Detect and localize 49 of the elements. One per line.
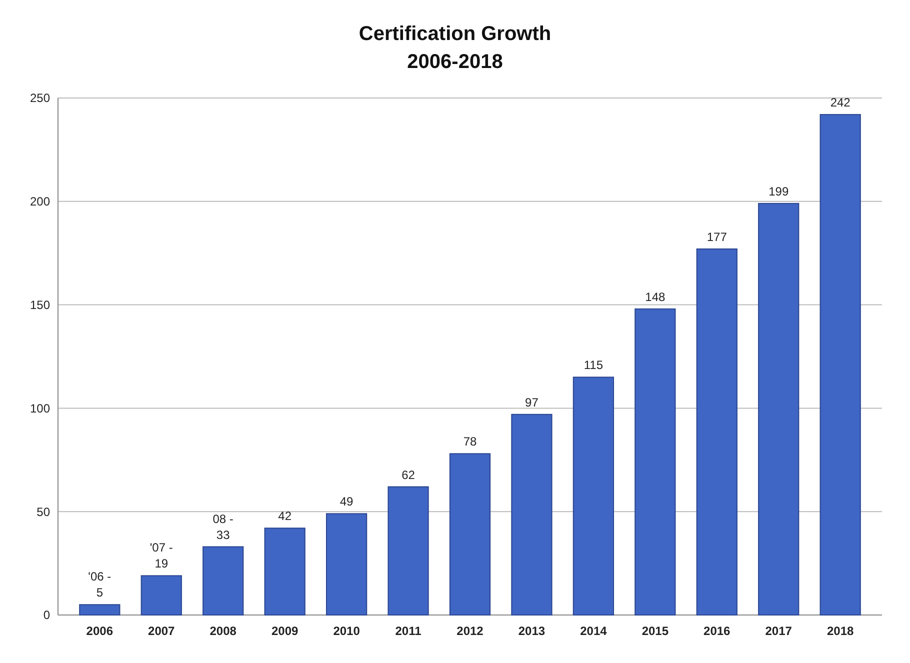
bar <box>511 414 552 616</box>
data-label: 78 <box>463 434 477 449</box>
x-tick-label: 2006 <box>86 624 114 638</box>
data-label: 97 <box>525 395 539 410</box>
bar <box>758 202 800 616</box>
bar <box>79 604 120 616</box>
y-tick-label: 0 <box>43 608 50 622</box>
data-label: 19 <box>154 556 168 571</box>
x-tick-label: 2013 <box>518 624 546 638</box>
x-tick-label: 2008 <box>210 624 237 638</box>
x-tick-label: 2009 <box>271 624 298 638</box>
bar <box>326 513 368 616</box>
x-tick-label: 2007 <box>148 624 176 638</box>
x-tick-label: 2018 <box>826 624 854 638</box>
y-tick-label: 100 <box>30 401 50 416</box>
y-tick-label: 200 <box>30 194 50 209</box>
annotation: '07 - <box>150 540 173 555</box>
x-tick-label: 2012 <box>456 624 484 638</box>
annotation: '06 - <box>88 570 112 584</box>
bar <box>449 453 491 616</box>
y-tick-label: 250 <box>30 91 50 106</box>
data-label: 49 <box>340 494 354 509</box>
x-tick-label: 2017 <box>765 624 792 638</box>
x-tick-label: 2014 <box>580 624 608 638</box>
bar <box>264 528 306 616</box>
data-label: 33 <box>216 528 230 542</box>
bar <box>820 114 861 616</box>
x-tick-label: 2011 <box>395 624 422 638</box>
annotation: 08 - <box>212 512 234 526</box>
data-label: 199 <box>768 184 789 198</box>
data-label: 115 <box>584 358 604 372</box>
x-tick-label: 2015 <box>642 624 669 638</box>
data-label: 177 <box>706 230 728 244</box>
bar <box>140 575 182 616</box>
data-label: 42 <box>278 509 292 524</box>
x-tick-label: 2016 <box>704 624 731 638</box>
x-tick-label: 2010 <box>333 624 360 638</box>
bar <box>572 376 614 616</box>
bar <box>202 546 244 616</box>
y-tick-label: 50 <box>36 504 50 519</box>
data-label: 5 <box>96 586 104 600</box>
y-tick-label: 150 <box>30 298 50 312</box>
data-label: 62 <box>402 468 416 482</box>
chart-title: Certification Growth 2006-2018 <box>358 23 552 73</box>
bar <box>634 308 676 616</box>
data-label: 242 <box>830 96 851 110</box>
bar <box>388 486 429 616</box>
bar <box>696 248 738 616</box>
data-label: 148 <box>645 290 666 304</box>
